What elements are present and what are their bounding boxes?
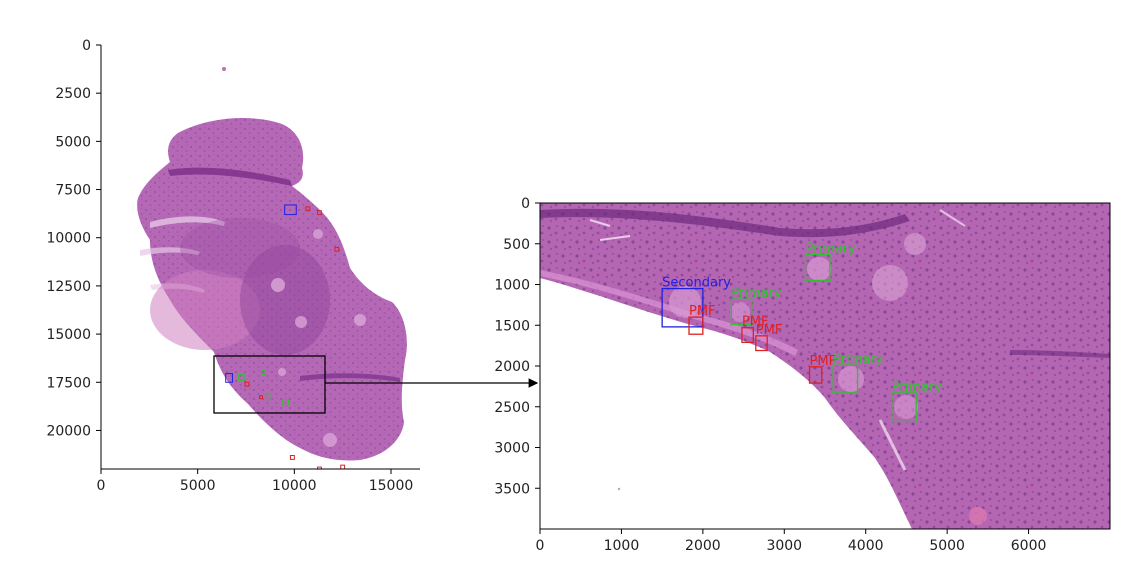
- overview-marker-pmf: [305, 206, 311, 212]
- detection-label-primary: Primary: [731, 286, 782, 301]
- overview-marker-pmf: [244, 381, 250, 387]
- overview-x-ticks: 0 5000 10000 15000: [97, 469, 414, 494]
- overview-y-ticks: 0 2500 5000 7500 10000 12500 15000 17500 20000: [46, 38, 101, 439]
- zoom-y-tick-label: 0: [521, 196, 530, 212]
- detection-box-pmf: [808, 366, 823, 384]
- overview-tissue-image: [137, 67, 407, 461]
- overview-marker-primary: [264, 393, 272, 401]
- detection-box-primary: [804, 253, 831, 282]
- overview-marker-pmf: [334, 246, 340, 252]
- overview-y-tick-label: 17500: [46, 375, 91, 391]
- zoom-y-tick-label: 3000: [494, 441, 530, 457]
- detection-label-primary: Primary: [833, 352, 884, 367]
- zoom-x-tick-label: 5000: [929, 538, 965, 554]
- overview-x-tick-label: 15000: [369, 478, 414, 494]
- overview-y-tick-label: 0: [82, 38, 91, 54]
- zoom-x-ticks: 0 1000 2000 3000 4000 5000 6000: [536, 529, 1047, 554]
- overview-y-tick-label: 10000: [46, 231, 91, 247]
- detection-box-pmf: [755, 335, 768, 352]
- overview-y-tick-label: 7500: [55, 183, 91, 199]
- zoom-x-tick-label: 4000: [848, 538, 884, 554]
- overview-marker-secondary: [284, 204, 297, 216]
- zoom-x-tick-label: 2000: [685, 538, 721, 554]
- detection-label-primary: Primary: [805, 241, 856, 256]
- zoom-tissue-image: [540, 203, 1110, 529]
- detection-label-pmf: PMF: [689, 304, 716, 319]
- detection-box-pmf: [741, 327, 754, 344]
- zoom-y-ticks: 0 500 1000 1500 2000 2500 3000 3500: [494, 196, 540, 497]
- detection-label-primary: Primary: [892, 380, 943, 395]
- overview-marker-secondary: [225, 373, 233, 383]
- zoom-x-tick-label: 3000: [766, 538, 802, 554]
- zoom-panel: SecondaryPrimaryPrimaryPMFPMFPMFPMFPrima…: [494, 196, 1111, 554]
- overview-x-tick-label: 0: [97, 478, 106, 494]
- overview-y-tick-label: 15000: [46, 327, 91, 343]
- zoom-y-tick-label: 500: [503, 237, 530, 253]
- overview-detection-markers: [225, 204, 346, 470]
- overview-marker-primary: [237, 374, 245, 381]
- detection-label-pmf: PMF: [810, 354, 837, 369]
- overview-panel: 0 5000 10000 15000 0 2500 5000 7500 10000 12500 1…: [46, 38, 420, 494]
- zoom-y-tick-label: 3500: [494, 481, 530, 497]
- overview-marker-pmf: [259, 395, 263, 400]
- detection-label-secondary: Secondary: [662, 276, 731, 291]
- overview-marker-primary: [282, 399, 290, 406]
- detection-box-secondary: [661, 287, 704, 328]
- overview-marker-pmf: [289, 455, 295, 460]
- overview-marker-pmf: [317, 210, 322, 216]
- overview-marker-primary: [260, 370, 266, 376]
- zoom-detection-boxes: SecondaryPrimaryPrimaryPMFPMFPMFPMFPrima…: [661, 241, 943, 423]
- detection-box-primary: [730, 298, 753, 326]
- overview-x-tick-label: 5000: [180, 478, 216, 494]
- zoom-x-tick-label: 6000: [1011, 538, 1047, 554]
- overview-y-tick-label: 5000: [55, 134, 91, 150]
- overview-y-tick-label: 20000: [46, 423, 91, 439]
- detection-label-pmf: PMF: [742, 315, 769, 330]
- zoom-y-tick-label: 2000: [494, 359, 530, 375]
- zoom-y-tick-label: 1000: [494, 278, 530, 294]
- detection-label-pmf: PMF: [756, 323, 783, 338]
- zoom-y-tick-label: 2500: [494, 400, 530, 416]
- overview-inset-rectangle: [213, 355, 326, 414]
- overview-y-tick-label: 2500: [55, 86, 91, 102]
- overview-y-tick-label: 12500: [46, 279, 91, 295]
- overview-x-tick-label: 10000: [272, 478, 317, 494]
- detection-box-primary: [891, 392, 917, 423]
- zoom-x-tick-label: 0: [536, 538, 545, 554]
- zoom-x-tick-label: 1000: [604, 538, 640, 554]
- detection-box-primary: [832, 364, 859, 394]
- detection-box-pmf: [688, 316, 704, 335]
- zoom-y-tick-label: 1500: [494, 318, 530, 334]
